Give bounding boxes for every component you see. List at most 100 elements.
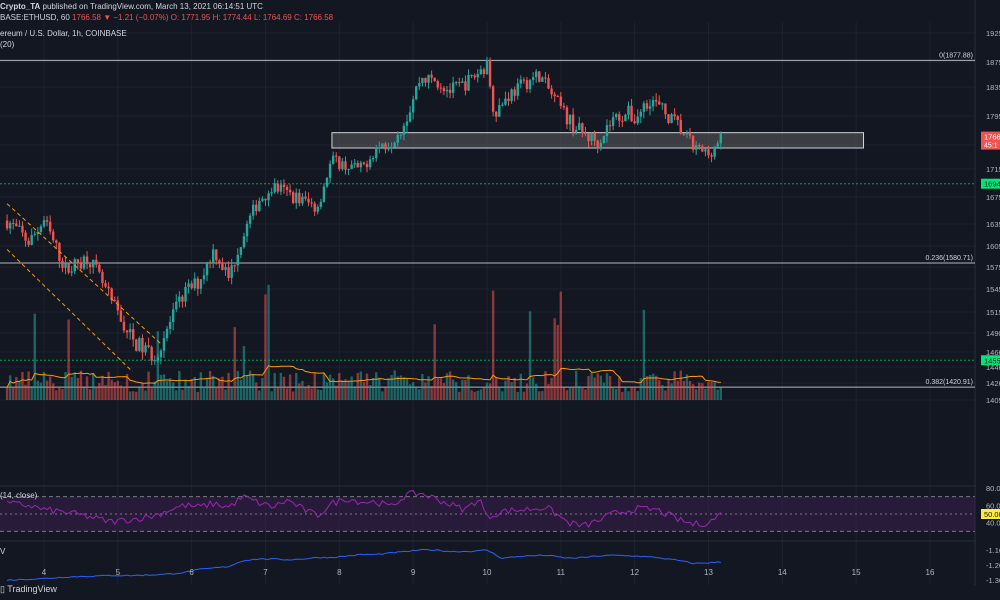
candle-body [202,275,206,280]
volume-bar [716,389,719,400]
volume-bar [630,386,633,400]
candle-body [341,161,344,170]
volume-bar [187,386,190,400]
candle-body [30,234,33,245]
volume-bar [516,391,519,400]
candle-body [504,98,507,105]
volume-bar [451,379,455,400]
candle-body [36,232,40,234]
candle-body [208,261,212,264]
volume-bar [568,386,572,400]
volume-bar [642,309,646,400]
candle-body [82,256,86,269]
volume-bar [593,377,596,400]
candle-body [402,125,406,135]
volume-bar [624,387,627,400]
candle-body [599,143,603,149]
candle-body [261,198,264,201]
volume-bar [30,385,33,400]
volume-bar [633,386,636,400]
volume-bar [15,376,18,400]
y-tick-label: 1605. [986,242,1000,251]
y-tick-label: 1490. [986,329,1000,338]
candle-body [682,133,686,135]
volume-bar [371,378,375,400]
candle-body [442,87,446,92]
volume-bar [510,382,513,400]
volume-bar [116,380,120,400]
candle-body [574,129,578,132]
change: ▼ −1.21 (−0.07%) [103,13,169,22]
volume-ma-line [6,365,721,388]
volume-bar [479,389,483,400]
volume-bar [36,380,40,400]
candle-body [458,82,461,84]
volume-bar [128,391,132,400]
volume-bar [596,373,599,400]
volume-bar [76,377,80,400]
volume-bar [156,331,160,400]
candle-body [704,149,707,152]
volume-bar [190,379,193,400]
price-tag-label: 1455. [984,356,1000,365]
candle-body [67,263,70,273]
candle-body [61,260,64,268]
candle-body [547,78,550,89]
volume-bar [353,387,356,400]
volume-bar [295,372,298,400]
volume-bar [33,313,36,400]
volume-bar [461,379,464,400]
candle-body [132,329,135,340]
candle-body [319,201,323,207]
x-tick-label: 13 [704,568,713,577]
candle-body [411,99,415,113]
rsi-band [0,496,975,532]
volume-bar [291,391,295,400]
volume-bar [470,390,473,400]
volume-bar [8,375,12,400]
candle-body [215,249,218,261]
volume-bar [587,375,590,400]
candle-body [611,117,615,126]
volume-bar [581,386,584,400]
candle-body [76,259,80,264]
candle-body [676,116,679,121]
volume-bar [205,378,209,400]
candle-body [138,337,141,351]
candle-body [128,329,132,333]
volume-bar [67,319,70,400]
volume-bar [405,378,409,400]
candles [5,56,722,366]
volume-bar [335,385,338,400]
candle-body [21,225,24,233]
candle-body [427,74,430,83]
publisher-name[interactable]: Crypto_TA [0,2,41,11]
ohlc-low: L: 1764.69 [253,13,292,22]
volume-bar [64,372,67,400]
candle-body [415,86,418,100]
y-tick-label: 1875. [986,58,1000,67]
candle-body [445,89,449,92]
candle-body [125,330,129,333]
candle-body [316,206,319,212]
candle-body [42,220,46,227]
volume-bar [322,373,326,400]
volume-bar [402,377,406,400]
volume-bar [52,383,55,400]
volume-bar [82,387,86,400]
volume-bar [418,389,421,400]
candle-body [498,105,501,117]
volume-bar [605,373,609,400]
rsi-polyline [6,490,722,528]
volume-bar [661,385,664,400]
volume-bar [698,382,701,400]
volume-bar [378,377,381,400]
descending-channel [6,203,163,373]
volume-bar [439,377,443,400]
volume-bar [547,384,550,400]
y-tick-label: 1466. [986,348,1000,357]
volume-bar [679,370,682,400]
volume-bar [528,311,532,400]
candle-body [618,114,621,121]
